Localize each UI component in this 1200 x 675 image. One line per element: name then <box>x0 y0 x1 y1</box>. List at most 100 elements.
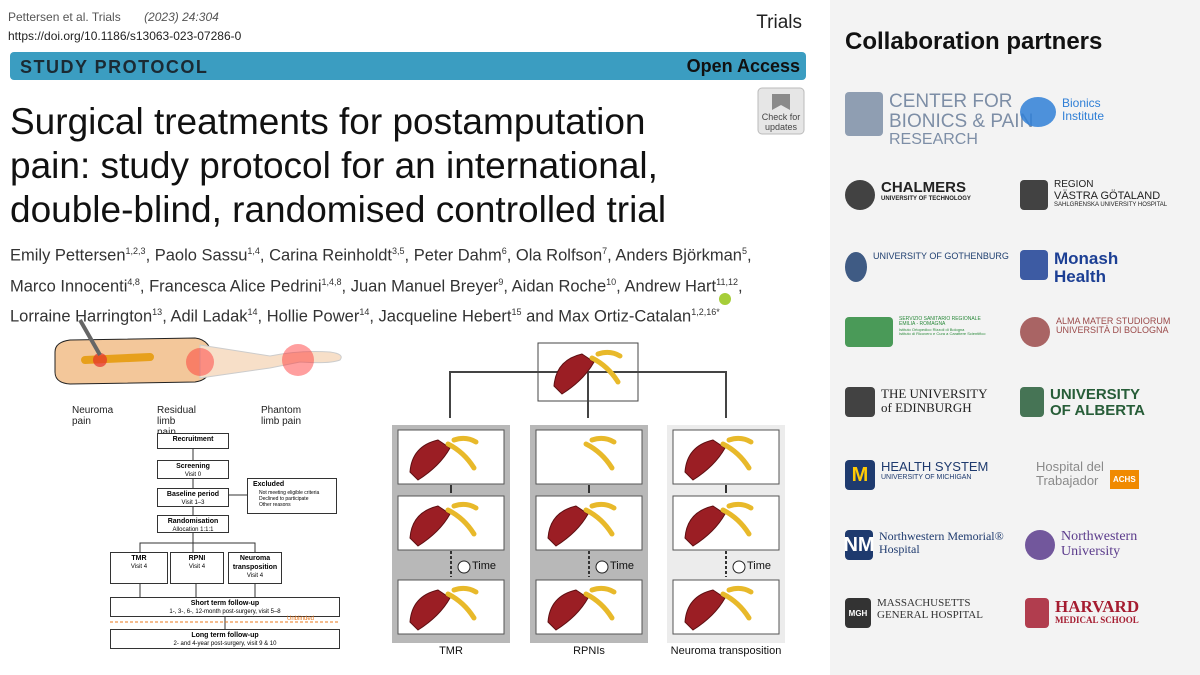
logo-text: ALMA MATER STUDIORUM UNIVERSITÀ DI BOLOGN… <box>1056 316 1171 336</box>
separator: , <box>145 246 155 265</box>
logo-text: Monash Health <box>1054 250 1118 286</box>
logo-line: UNIVERSITY <box>1050 386 1141 403</box>
affiliation: 1,4,8 <box>321 276 342 287</box>
excluded-item: Not meeting eligible criteria <box>259 489 320 496</box>
author-line: Marco Innocenti4,8, Francesca Alice Pedr… <box>10 269 752 300</box>
clock <box>457 560 471 574</box>
orcid-icon <box>719 293 731 305</box>
nerve <box>720 501 754 537</box>
title-line: pain: study protocol for an internationa… <box>10 145 658 186</box>
logo-text: Hospital del Trabajador <box>1036 460 1104 487</box>
clock <box>732 560 746 574</box>
badge-text: updates <box>764 122 798 132</box>
separator: , <box>616 277 625 295</box>
box-title: Randomisation <box>167 518 219 525</box>
box-title: Screening <box>176 463 210 470</box>
arm-box: RPNI Visit 4 <box>170 552 224 584</box>
logo-icon: NM <box>843 530 875 560</box>
logo-line: MASSACHUSETTS <box>877 597 971 609</box>
logo-line: UNIVERSITY OF TECHNOLOGY <box>881 195 971 202</box>
article-title: Surgical treatments for postamputation pa… <box>10 100 666 232</box>
badge-text: Check for <box>761 112 801 122</box>
separator: and <box>521 307 559 326</box>
time-label: Time <box>747 560 772 572</box>
box-title: Long term follow-up <box>191 632 259 639</box>
separator: , <box>503 277 512 295</box>
logo-icon <box>845 92 883 136</box>
logo-text: HARVARD MEDICAL SCHOOL <box>1055 598 1139 625</box>
logo-icon <box>1020 97 1056 127</box>
author-name: Ola Rolfson <box>515 246 603 265</box>
logo-line: RESEARCH <box>889 130 978 148</box>
logo-line: Monash <box>1054 249 1119 268</box>
logo-line: CHALMERS <box>881 179 966 196</box>
author-name: Paolo Sassu <box>154 246 248 265</box>
logo-text: Northwestern University <box>1061 529 1137 559</box>
nerve <box>583 435 617 471</box>
long-term-box: Long term follow-up 2- and 4-year post-su… <box>110 629 340 649</box>
nerve <box>583 501 617 537</box>
logo-text: CHALMERS UNIVERSITY OF TECHNOLOGY <box>881 180 971 202</box>
affiliation: 1,4 <box>247 246 260 256</box>
logo-line: of EDINBURGH <box>881 399 972 415</box>
box-title: Short term follow-up <box>190 600 260 607</box>
box-title: TMR <box>131 555 147 562</box>
logo-line: Bionics <box>1062 96 1101 110</box>
author-name: Aidan Roche <box>511 277 607 295</box>
muscle <box>684 505 726 547</box>
logo-line: THE UNIVERSITY <box>881 386 988 401</box>
author-name: Hollie Power <box>266 307 360 326</box>
title-line: double-blind, randomised controlled tria… <box>10 189 667 230</box>
author-name: Juan Manuel Breyer <box>350 277 499 295</box>
arm-illustration <box>54 319 342 385</box>
logo-line: UNIVERSITÀ DI BOLOGNA <box>1056 325 1169 336</box>
author-name: Adil Ladak <box>170 307 248 326</box>
logo-mark: MGH <box>848 608 868 618</box>
pain-label: Residual limb pain <box>157 405 196 438</box>
affiliation: 10 <box>606 276 617 287</box>
muscle <box>684 439 726 481</box>
logo-mark: M <box>851 463 869 486</box>
author-name: Marco Innocenti <box>10 277 128 295</box>
affiliation: 11,12 <box>716 276 738 287</box>
logo-line: BIONICS & PAIN <box>889 110 1034 132</box>
nerve <box>445 501 479 537</box>
arm-box: Neuroma transposition Visit 4 <box>228 552 282 584</box>
banner <box>10 52 806 80</box>
logo-icon <box>1020 387 1044 417</box>
logo-line: Hospital <box>879 541 920 556</box>
separator: , <box>139 277 150 295</box>
logo-icon <box>1025 530 1055 560</box>
check-badge <box>757 87 805 135</box>
logo-line: Hospital del <box>1036 459 1104 474</box>
affiliation: 1,2,16* <box>691 307 720 317</box>
author-name: Lorraine Harrington <box>10 307 153 326</box>
excluded-item: Other reasons <box>259 502 291 509</box>
pain-label: Neuroma pain <box>72 405 114 427</box>
logo-mark: NM <box>843 533 875 556</box>
logo-text: SERVIZIO SANITARIO REGIONALE EMILIA - ROM… <box>899 316 985 336</box>
box-title: Neuroma transposition <box>232 555 278 571</box>
logo-line: HARVARD <box>1055 597 1140 616</box>
box-sub: Visit 4 <box>246 572 264 579</box>
logo-icon <box>845 180 875 210</box>
screening-box: Screening Visit 0 <box>157 460 229 479</box>
logo-line: University <box>1061 543 1121 559</box>
muscle <box>684 589 726 631</box>
journal: Trials <box>756 12 802 33</box>
muscle <box>547 589 589 631</box>
logo-text: UNIVERSITY OF ALBERTA <box>1050 387 1145 419</box>
logo-line: ALMA MATER STUDIORUM <box>1056 316 1171 326</box>
nerve <box>720 435 754 471</box>
box-sub: 2- and 4-year post-surgery, visit 9 & 10 <box>173 640 277 647</box>
muscle <box>547 505 589 547</box>
author-line: Lorraine Harrington13, Adil Ladak14, Hol… <box>10 299 752 330</box>
box-sub: Visit 4 <box>130 563 148 570</box>
affiliation: 7 <box>602 246 608 256</box>
affiliation: 6 <box>501 246 507 256</box>
title-line: Surgical treatments for postamputation <box>10 101 646 142</box>
citation-line: Pettersen et al. Trials (2023) 24:304 <box>8 10 219 24</box>
logo-line: SAHLGRENSKA UNIVERSITY HOSPITAL <box>1054 202 1168 209</box>
logo-icon <box>845 387 875 417</box>
